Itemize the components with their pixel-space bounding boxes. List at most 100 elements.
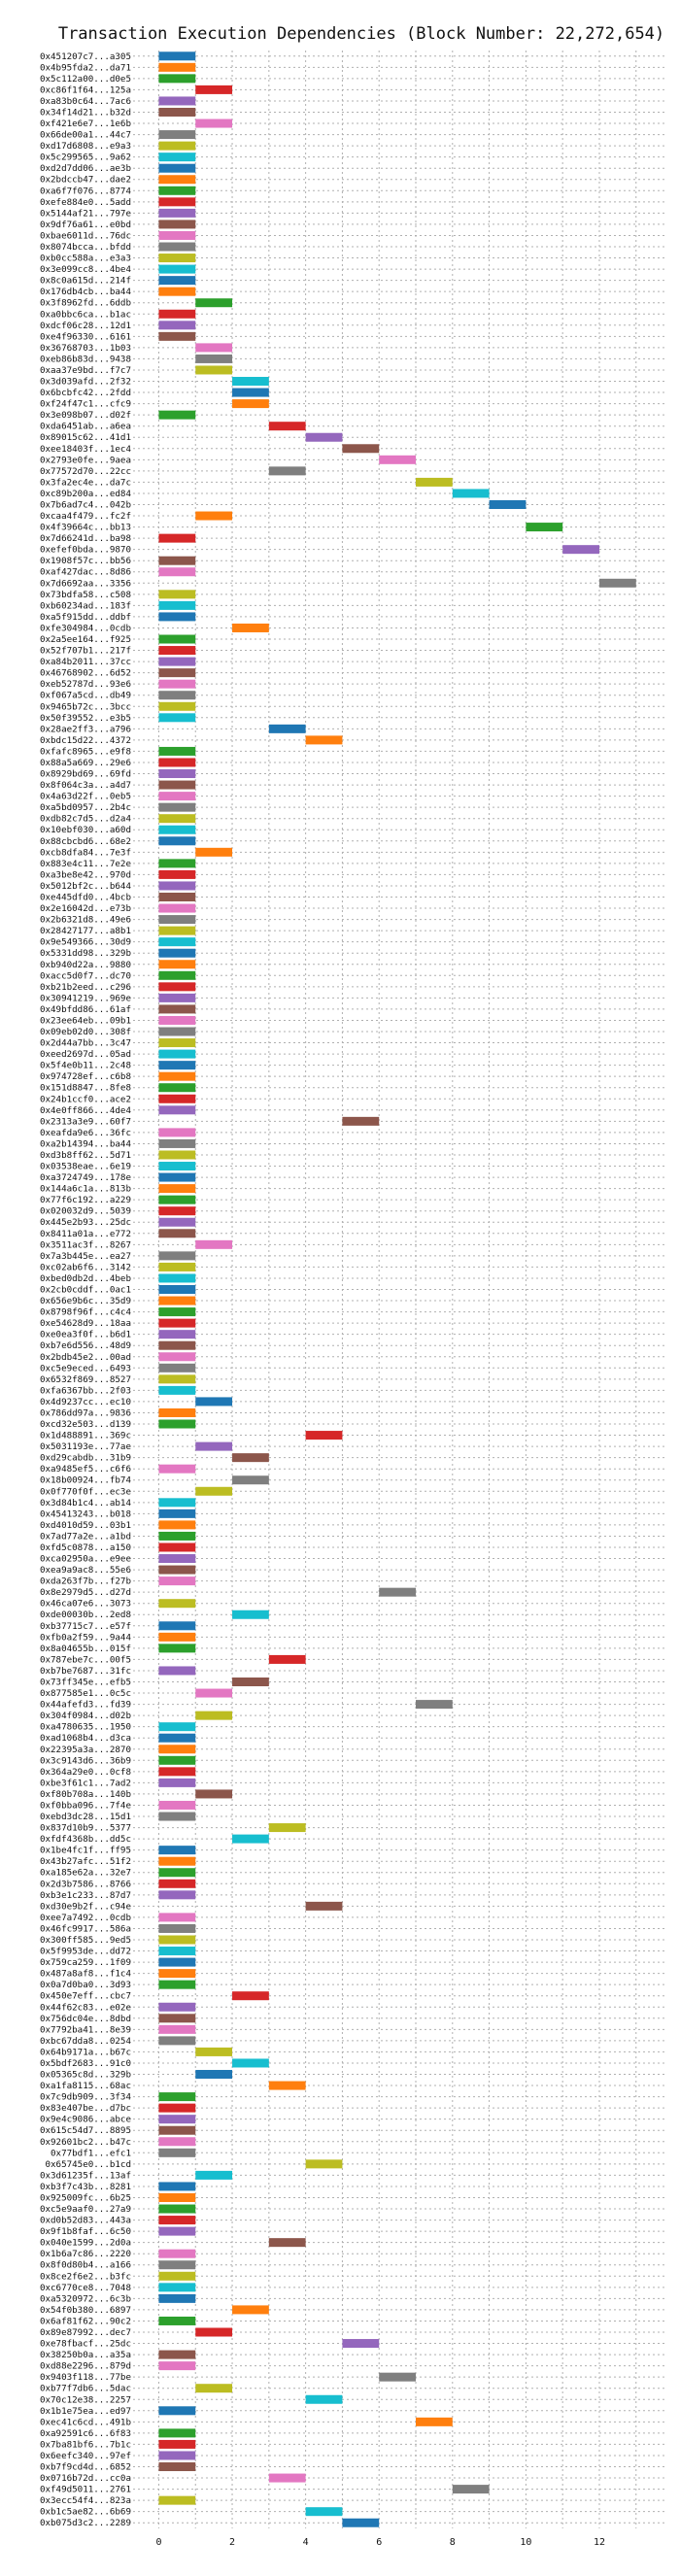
transaction-label: 0xbed0db2d...4beb — [40, 1273, 131, 1284]
transaction-label: 0x0a7d0ba0...3d93 — [40, 1980, 131, 1990]
transaction-bar — [158, 1285, 196, 1294]
transaction-bar — [158, 1576, 196, 1586]
transaction-bar — [158, 1935, 196, 1945]
transaction-label: 0x3d039afd...2f32 — [40, 377, 131, 388]
transaction-label: 0x30941219...969e — [40, 993, 131, 1003]
transaction-bar — [158, 1957, 196, 1967]
transaction-label: 0xd3b8ff62...5d71 — [40, 1150, 131, 1161]
transaction-bar — [158, 1273, 196, 1283]
transaction-bar — [158, 881, 196, 891]
transaction-bar — [268, 1823, 306, 1833]
transaction-bar — [158, 2451, 196, 2460]
transaction-label: 0x8f0d80b4...a166 — [40, 2260, 131, 2271]
transaction-bar — [195, 2327, 233, 2337]
transaction-bar — [195, 85, 233, 94]
transaction-label: 0xa5320972...6c3b — [40, 2293, 131, 2304]
transaction-label: 0x73bdfa58...c508 — [40, 590, 131, 600]
transaction-bar — [158, 1027, 196, 1036]
transaction-bar — [268, 2473, 306, 2483]
transaction-label: 0x300ff585...9ed5 — [40, 1935, 131, 1946]
transaction-bar — [158, 915, 196, 925]
transaction-label: 0xfdf4368b...dd5c — [40, 1834, 131, 1845]
transaction-bar — [158, 1206, 196, 1216]
transaction-bar — [158, 141, 196, 151]
transaction-label: 0xe78fbacf...25dc — [40, 2339, 131, 2350]
transaction-label: 0xea9a9ac8...55e6 — [40, 1565, 131, 1576]
transaction-label: 0x5bdf2683...91c0 — [40, 2058, 131, 2069]
transaction-label: 0x9465b72c...3bcc — [40, 701, 131, 712]
transaction-bar — [158, 982, 196, 992]
transaction-label: 0x46ca07e6...3073 — [40, 1599, 131, 1610]
transaction-label: 0xad1068b4...d3ca — [40, 1733, 131, 1744]
transaction-bar — [158, 1508, 196, 1518]
transaction-bar — [158, 1015, 196, 1025]
transaction-label: 0x3ecc54f4...823a — [40, 2495, 131, 2506]
transaction-label: 0x877585e1...0c5c — [40, 1688, 131, 1699]
transaction-bar — [379, 1587, 417, 1597]
transaction-label: 0x83e407be...d7bc — [40, 2103, 131, 2114]
transaction-bar — [416, 1700, 453, 1710]
transaction-label: 0xa4780635...1950 — [40, 1722, 131, 1733]
transaction-label: 0x9e4c9086...abce — [40, 2115, 131, 2125]
transaction-label: 0xf067a5cd...db49 — [40, 691, 131, 701]
transaction-bar — [158, 2125, 196, 2135]
transaction-bar — [158, 220, 196, 229]
transaction-label: 0x8f064c3a...a4d7 — [40, 780, 131, 791]
transaction-label: 0x49bfdd86...61af — [40, 1004, 131, 1015]
transaction-label: 0x89e87992...dec7 — [40, 2327, 131, 2338]
transaction-label: 0x7ad77a2e...a1bd — [40, 1531, 131, 1542]
transaction-label: 0x3f8962fd...6ddb — [40, 298, 131, 309]
transaction-bar — [158, 107, 196, 117]
transaction-label: 0x44afefd3...fd39 — [40, 1700, 131, 1711]
transaction-label: 0xd29cabdb...31b9 — [40, 1453, 131, 1464]
transaction-label: 0xa1fa8115...68ac — [40, 2081, 131, 2091]
transaction-bar — [158, 1554, 196, 1564]
transaction-label: 0x364a29e0...0cf8 — [40, 1767, 131, 1778]
transaction-label: 0xa6f7f076...8774 — [40, 186, 132, 196]
transaction-bar — [232, 623, 269, 632]
transaction-bar — [158, 1105, 196, 1115]
transaction-bar — [232, 1610, 269, 1619]
transaction-bar — [158, 1913, 196, 1922]
transaction-label: 0x1b1e75ea...ed97 — [40, 2406, 131, 2417]
transaction-label: 0x1908f57c...bb56 — [40, 556, 131, 566]
transaction-bar — [158, 1296, 196, 1305]
transaction-label: 0x24b1ccf0...ace2 — [40, 1094, 131, 1104]
transaction-bar — [158, 825, 196, 834]
transaction-bar — [158, 197, 196, 207]
transaction-label: 0xb0cc588a...e3a3 — [40, 254, 131, 264]
transaction-bar — [158, 1004, 196, 1014]
transaction-bar — [232, 1453, 269, 1463]
transaction-label: 0x656e9b6c...35d9 — [40, 1296, 131, 1306]
transaction-label: 0x3511ac3f...8267 — [40, 1239, 131, 1250]
transaction-label: 0xfb0a2f59...9a44 — [40, 1632, 132, 1643]
transaction-bar — [158, 769, 196, 779]
transaction-bar — [158, 2148, 196, 2157]
transaction-label: 0x77572d70...22cc — [40, 466, 131, 477]
transaction-bar — [158, 836, 196, 846]
transaction-label: 0xfe304984...0cdb — [40, 623, 131, 633]
transaction-bar — [305, 1431, 343, 1441]
transaction-bar — [158, 1374, 196, 1384]
transaction-bar — [158, 701, 196, 711]
transaction-label: 0x974728ef...c6b8 — [40, 1071, 131, 1082]
transaction-label: 0xca02950a...e9ee — [40, 1554, 131, 1565]
transaction-label: 0xb075d3c2...2289 — [40, 2518, 131, 2528]
transaction-label: 0xeb86b83d...9438 — [40, 354, 131, 364]
transaction-label: 0xeafda9e6...36fc — [40, 1128, 131, 1138]
transaction-label: 0xacc5d0f7...dc70 — [40, 970, 131, 981]
transaction-label: 0x4a63d22f...0eb5 — [40, 792, 131, 802]
transaction-label: 0x3d84b1c4...ab14 — [40, 1498, 132, 1508]
transaction-bar — [158, 1340, 196, 1350]
transaction-label: 0x0716b72d...cc0a — [40, 2473, 131, 2484]
transaction-bar — [158, 1217, 196, 1227]
transaction-label: 0x2313a3e9...60f7 — [40, 1116, 131, 1127]
transaction-bar — [305, 432, 343, 442]
transaction-label: 0xc89b200a...ed84 — [40, 489, 132, 499]
transaction-label: 0xa92591c6...6f83 — [40, 2428, 131, 2439]
transaction-bar — [158, 713, 196, 723]
transaction-bar — [195, 298, 233, 308]
transaction-bar — [195, 2047, 233, 2056]
transaction-label: 0x36768703...1b03 — [40, 343, 131, 354]
transaction-bar — [342, 2518, 380, 2527]
